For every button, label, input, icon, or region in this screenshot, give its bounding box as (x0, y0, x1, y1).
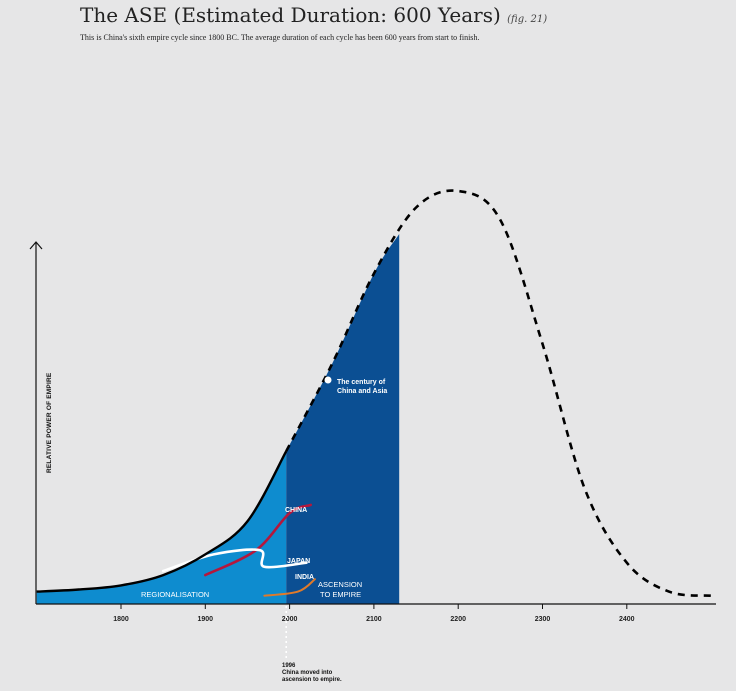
series-india-line (263, 578, 316, 597)
india-label: INDIA (295, 574, 314, 581)
shaded-areas (36, 234, 400, 604)
century-label-line2: China and Asia (337, 388, 387, 395)
x-tick-label-2300: 2300 (535, 616, 551, 623)
china-label: CHINA (285, 507, 307, 514)
x-tick-label-2200: 2200 (450, 616, 466, 623)
century-label-line1: The century of (337, 379, 386, 386)
note-line1: 1996 (282, 663, 296, 669)
regionalisation-area (36, 451, 287, 604)
note-line2: China moved into (282, 670, 333, 676)
x-tick-label-2000: 2000 (282, 616, 298, 623)
regionalisation-label: REGIONALISATION (141, 590, 209, 599)
figure-reference: (fig. 21) (507, 14, 548, 25)
japan-label: JAPAN (287, 558, 310, 565)
title-text: The ASE (Estimated Duration: 600 Years) (80, 3, 501, 27)
chart-labels: RELATIVE POWER OF EMPIRE The century of … (46, 372, 387, 683)
subtitle: This is China's sixth empire cycle since… (80, 33, 480, 42)
y-axis-arrow (29, 241, 43, 250)
page-title: The ASE (Estimated Duration: 600 Years) … (80, 3, 547, 27)
ascension-area (286, 234, 400, 604)
x-tick-label-2400: 2400 (619, 616, 635, 623)
y-axis-label: RELATIVE POWER OF EMPIRE (46, 372, 53, 473)
ascension-label-line1: ASCENSION (318, 580, 362, 589)
curve-solid (36, 450, 288, 593)
ascension-label-line2: TO EMPIRE (320, 590, 361, 599)
series-china-line (204, 503, 312, 577)
century-marker (324, 376, 332, 384)
curve-dashed (285, 189, 712, 597)
x-tick-label-1800: 1800 (113, 616, 129, 623)
axes: 1800 1900 2000 2100 2200 2300 2400 (29, 241, 716, 660)
x-tick-label-1900: 1900 (198, 616, 214, 623)
empire-curve (36, 189, 712, 597)
note-line3: ascension to empire. (282, 677, 342, 683)
x-tick-label-2100: 2100 (366, 616, 382, 623)
